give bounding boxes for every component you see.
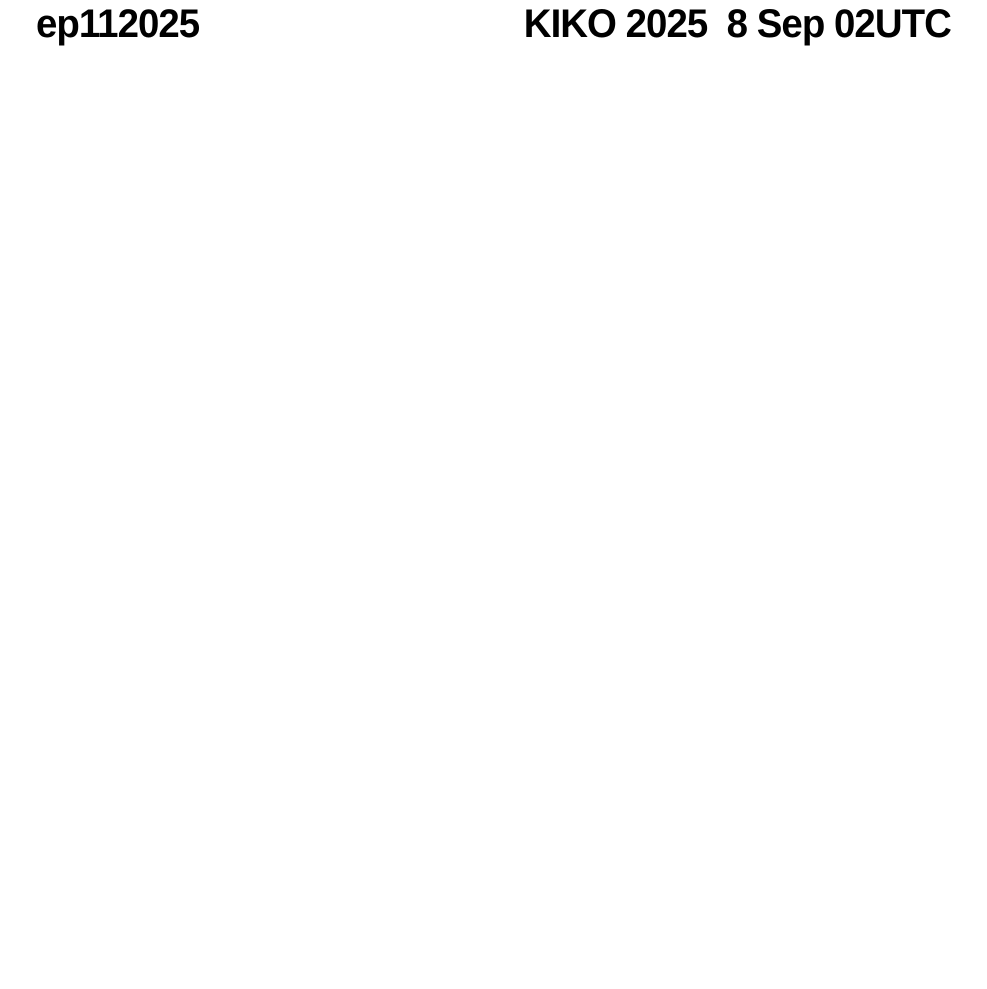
storm-title: KIKO 2025 8 Sep 02UTC xyxy=(523,2,952,46)
run-id-title: ep112025 xyxy=(36,2,200,46)
